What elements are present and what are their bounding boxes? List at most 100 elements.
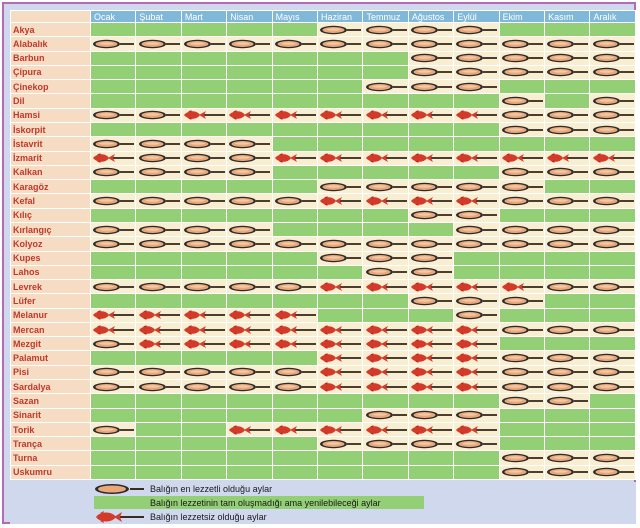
- season-cell-bad: [362, 150, 409, 166]
- season-cell-renewable: [362, 207, 409, 223]
- fish-in-pan-icon: [138, 139, 180, 149]
- fish-in-pan-icon: [501, 296, 543, 306]
- season-cell-renewable: [544, 250, 591, 266]
- season-cell-renewable: [362, 221, 409, 238]
- season-cell-tasty: [271, 379, 319, 395]
- season-cell-renewable: [271, 164, 319, 181]
- season-cell-renewable: [317, 407, 364, 423]
- fish-season-table: Ocak Şubat Mart Nisan Mayıs Haziran Temmuz Ağus…: [10, 10, 636, 481]
- season-cell-tasty: [498, 179, 546, 195]
- red-fish-icon: [93, 153, 135, 163]
- season-cell-tasty: [498, 236, 546, 252]
- season-cell-renewable: [544, 136, 591, 152]
- season-cell-bad: [453, 321, 500, 338]
- season-cell-renewable: [407, 307, 455, 323]
- season-cell-renewable: [89, 350, 137, 366]
- season-cell-renewable: [135, 264, 182, 281]
- fish-in-pan-icon: [411, 268, 453, 277]
- season-cell-renewable: [317, 93, 364, 109]
- fish-in-pan-icon: [547, 396, 589, 406]
- fish-in-pan-icon: [592, 239, 634, 249]
- fish-in-pan-icon: [138, 382, 180, 391]
- fish-in-pan-icon: [592, 382, 634, 391]
- fish-in-pan-icon: [229, 139, 271, 149]
- season-cell-bad: [362, 193, 409, 209]
- red-fish-icon: [456, 367, 498, 377]
- season-cell-renewable: [498, 421, 546, 438]
- fish-in-pan-icon: [184, 168, 226, 177]
- season-cell-renewable: [226, 264, 273, 281]
- legend-bad-label: Balığın lezzetsiz olduğu aylar: [150, 512, 267, 522]
- table-row: Karagöz: [10, 179, 636, 195]
- season-cell-renewable: [180, 250, 228, 266]
- season-cell-tasty: [135, 193, 182, 209]
- season-cell-tasty: [317, 21, 364, 38]
- season-cell-renewable: [180, 64, 228, 81]
- season-cell-renewable: [589, 136, 636, 152]
- season-cell-renewable: [271, 121, 319, 138]
- fish-in-pan-icon: [138, 111, 180, 120]
- fish-in-pan-icon: [93, 425, 135, 434]
- red-fish-icon: [411, 425, 453, 435]
- season-cell-renewable: [589, 207, 636, 223]
- season-cell-renewable: [589, 293, 636, 309]
- season-cell-tasty: [589, 350, 636, 366]
- red-fish-icon: [274, 425, 316, 435]
- season-cell-renewable: [589, 264, 636, 281]
- season-cell-renewable: [180, 264, 228, 281]
- fish-in-pan-icon: [184, 225, 226, 234]
- season-cell-tasty: [362, 436, 409, 452]
- fish-in-pan-icon: [93, 111, 135, 120]
- season-cell-tasty: [453, 36, 500, 52]
- season-cell-renewable: [271, 221, 319, 238]
- season-cell-bad: [89, 321, 137, 338]
- season-cell-bad: [453, 336, 500, 352]
- season-cell-renewable: [271, 64, 319, 81]
- season-cell-tasty: [362, 36, 409, 52]
- season-cell-bad: [89, 150, 137, 166]
- fish-in-pan-icon: [93, 368, 135, 377]
- table-row: Melanur: [10, 307, 636, 323]
- season-cell-renewable: [362, 93, 409, 109]
- season-cell-tasty: [362, 407, 409, 423]
- fish-in-pan-icon: [501, 54, 543, 63]
- season-cell-renewable: [498, 207, 546, 223]
- red-fish-icon: [365, 196, 407, 206]
- fish-name: Çinekop: [10, 79, 91, 95]
- fish-in-pan-icon: [184, 39, 226, 49]
- red-fish-icon: [320, 282, 362, 292]
- table-row: Dil: [10, 93, 636, 109]
- red-fish-icon: [456, 325, 498, 335]
- season-cell-renewable: [226, 179, 273, 195]
- season-cell-renewable: [453, 450, 500, 466]
- fish-in-pan-icon: [411, 25, 453, 34]
- fish-in-pan-icon: [456, 54, 498, 63]
- season-cell-tasty: [271, 36, 319, 52]
- red-fish-icon: [184, 310, 226, 320]
- fish-name: İstavrit: [10, 136, 91, 152]
- month-header-7: Temmuz: [362, 10, 409, 23]
- month-header-4: Nisan: [226, 10, 273, 23]
- red-fish-icon: [365, 367, 407, 377]
- season-cell-bad: [226, 307, 273, 323]
- season-cell-renewable: [135, 421, 182, 438]
- season-cell-renewable: [589, 250, 636, 266]
- red-fish-icon: [411, 110, 453, 120]
- fish-in-pan-icon: [592, 225, 634, 234]
- season-cell-renewable: [453, 136, 500, 152]
- season-cell-tasty: [226, 36, 273, 52]
- season-cell-tasty: [135, 107, 182, 123]
- red-fish-icon: [501, 153, 543, 163]
- fish-in-pan-icon: [547, 282, 589, 291]
- fish-in-pan-icon: [274, 382, 316, 391]
- fish-in-pan-icon: [93, 196, 135, 206]
- red-fish-icon: [320, 353, 362, 363]
- season-cell-bad: [317, 279, 364, 295]
- table-row: Sazan: [10, 393, 636, 409]
- season-cell-tasty: [135, 379, 182, 395]
- season-cell-renewable: [407, 121, 455, 138]
- season-cell-tasty: [453, 407, 500, 423]
- season-cell-bad: [407, 364, 455, 381]
- fish-name: Sardalya: [10, 379, 91, 395]
- fish-in-pan-icon: [274, 39, 316, 49]
